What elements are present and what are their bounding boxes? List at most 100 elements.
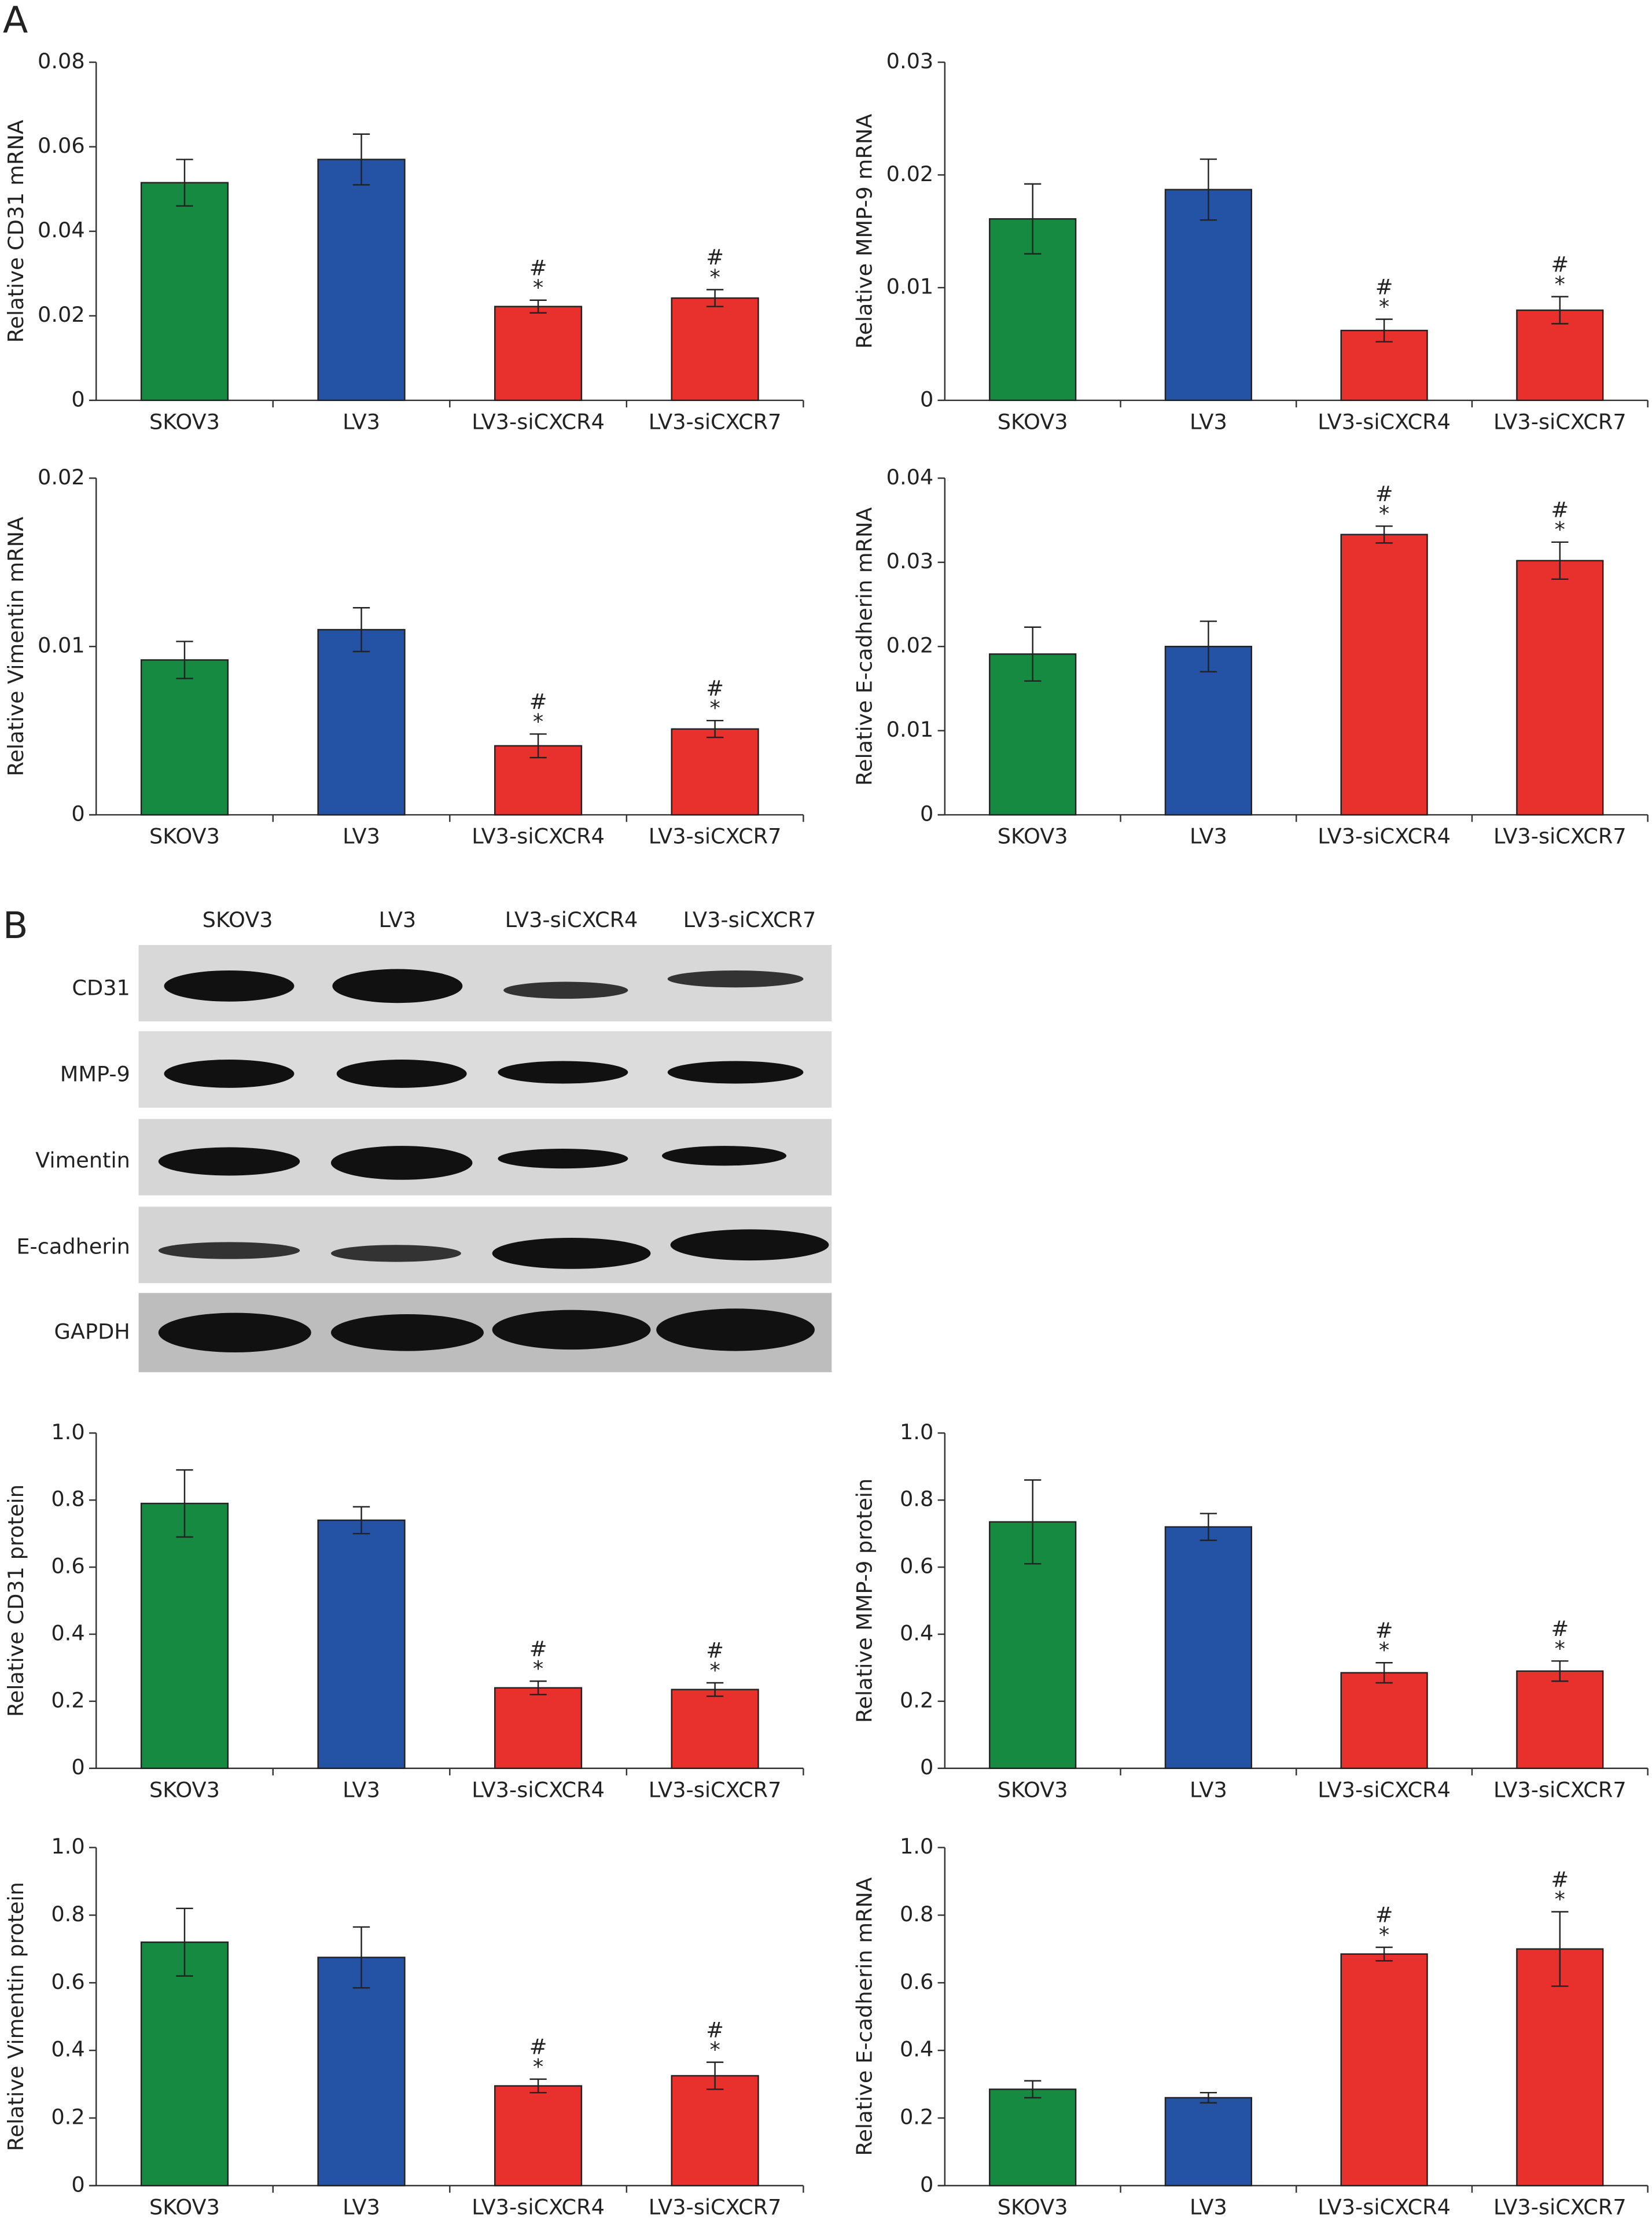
y-tick-label: 0.6 [51,1554,84,1579]
x-tick-label: LV3-siCXCR4 [472,2194,605,2219]
y-tick-label: 0 [71,801,84,826]
x-tick-label: LV3 [343,1777,380,1802]
significance-mark: * [1379,1922,1389,1947]
x-tick-label: LV3-siCXCR7 [649,2194,782,2219]
significance-mark: * [1379,501,1389,526]
x-tick-label: SKOV3 [998,409,1068,434]
x-tick-label: LV3-siCXCR4 [1318,2194,1451,2219]
error-bar [1200,2092,1217,2104]
y-tick-label: 0.2 [51,2105,84,2130]
row-label: E-cadherin [16,1234,130,1259]
x-tick-label: SKOV3 [998,1777,1068,1802]
x-tick-label: LV3 [1190,409,1227,434]
y-tick-label: 0.2 [51,1687,84,1712]
error-bar [706,289,724,307]
error-bar [176,1907,193,1977]
y-tick-label: 1.0 [51,1834,84,1859]
x-tick-label: LV3-siCXCR4 [1318,409,1451,434]
row-label: GAPDH [54,1319,130,1344]
bar [317,628,406,816]
y-axis-label: Relative CD31 protein [3,1484,28,1717]
y-tick-label: 0 [71,2172,84,2197]
error-bar [1024,2080,1042,2099]
y-tick-label: 0.01 [886,274,934,299]
significance-mark: # [1551,1616,1569,1641]
significance-mark: # [529,2035,547,2060]
significance-mark: * [1379,1638,1389,1663]
error-bar [706,2061,724,2090]
y-tick-label: 0.02 [886,161,934,186]
x-tick-label: SKOV3 [149,1777,220,1802]
error-bar [1375,1661,1393,1684]
bar [1340,1672,1428,1769]
bar [494,1687,583,1769]
bar [494,2085,583,2187]
y-tick-label: 0.03 [886,549,934,573]
blot-bands [158,969,829,1353]
error-bar [1375,1946,1393,1962]
error-bar [176,641,193,679]
y-tick-label: 0.04 [886,465,934,490]
significance-mark: # [529,689,547,714]
x-tick-label: LV3-siCXCR7 [1493,1777,1627,1802]
bar [1516,309,1604,402]
y-tick-label: 0.01 [38,633,85,658]
x-tick-label: LV3-siCXCR7 [649,1777,782,1802]
significance-mark: * [709,1658,720,1683]
x-tick-label: SKOV3 [998,824,1068,849]
y-tick-label: 0 [71,1755,84,1779]
x-tick-label: LV3-siCXCR7 [649,409,782,434]
significance-mark: # [1551,498,1569,523]
y-tick-label: 0.2 [900,1687,933,1712]
y-tick-label: 1.0 [51,1420,84,1444]
y-tick-label: 0.6 [900,1554,933,1579]
error-bar [352,607,370,653]
y-tick-label: 0.8 [900,1902,933,1926]
y-axis-label: Relative MMP-9 mRNA [852,114,877,349]
bar [140,659,229,816]
significance-mark: * [533,709,543,734]
bar [317,1519,406,1769]
y-tick-label: 0.01 [886,717,934,742]
x-tick-label: LV3-siCXCR4 [1318,824,1451,849]
y-tick-label: 1.0 [900,1834,933,1859]
y-tick-label: 0.6 [51,1969,84,1994]
x-tick-label: SKOV3 [998,2194,1068,2219]
error-bar [1375,525,1393,544]
x-tick-label: SKOV3 [149,824,220,849]
bar [1516,1670,1604,1769]
y-tick-label: 0.06 [38,133,85,158]
error-bar [352,133,370,186]
bar [140,182,229,402]
error-bar [1200,620,1217,673]
error-bar [529,733,547,759]
error-bar [1024,626,1042,682]
significance-mark: # [1375,274,1393,299]
significance-mark: # [1551,1867,1569,1892]
bar [494,306,583,402]
y-tick-label: 0.02 [38,302,85,327]
x-tick-label: LV3 [1190,1777,1227,1802]
bar [1164,189,1253,402]
significance-mark: * [1555,1636,1565,1661]
error-bar [529,2078,547,2094]
error-bar [1200,1513,1217,1541]
significance-mark: # [1375,481,1393,506]
lane-label: SKOV3 [203,907,273,932]
y-tick-label: 0 [920,2172,933,2197]
x-tick-label: LV3 [1190,824,1227,849]
error-bar [1200,158,1217,221]
significance-mark: # [529,1637,547,1661]
y-axis-label: Relative Vimentin mRNA [3,517,28,777]
error-bar [529,1680,547,1696]
significance-mark: * [709,2038,720,2062]
bar [140,1502,229,1769]
x-tick-label: LV3-siCXCR4 [472,1777,605,1802]
error-bar [706,1682,724,1697]
x-tick-label: LV3-siCXCR7 [1493,824,1627,849]
error-bar [352,1926,370,1989]
significance-mark: # [706,245,724,270]
significance-mark: * [533,275,543,300]
significance-mark: * [1555,517,1565,542]
y-tick-label: 0.4 [51,2037,84,2062]
